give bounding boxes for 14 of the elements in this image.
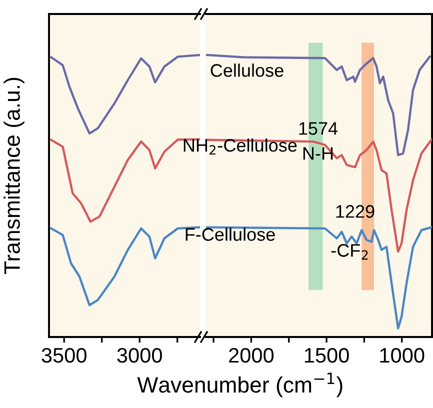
x-axis-title: Wavenumber (cm$^{−1}$) (137, 372, 342, 398)
x-tick-label: 1500 (304, 348, 349, 363)
annotation: 1574 (299, 122, 338, 135)
x-tick-label: 3500 (42, 348, 86, 363)
x-tick-label: 1000 (380, 348, 424, 363)
annotation: -CF$_{2}$ (331, 244, 368, 260)
x-tick-label: 2000 (229, 348, 274, 363)
series-label: Cellulose (210, 64, 284, 77)
y-axis-title: Transmittance (a.u.) (4, 78, 24, 274)
x-tick-label: 3000 (117, 348, 162, 363)
annotation: 1229 (336, 205, 374, 218)
annotation: N-H (303, 147, 333, 160)
series-label: NH$_{2}$-Cellulose (184, 138, 297, 155)
series-label: F-Cellulose (186, 228, 275, 241)
